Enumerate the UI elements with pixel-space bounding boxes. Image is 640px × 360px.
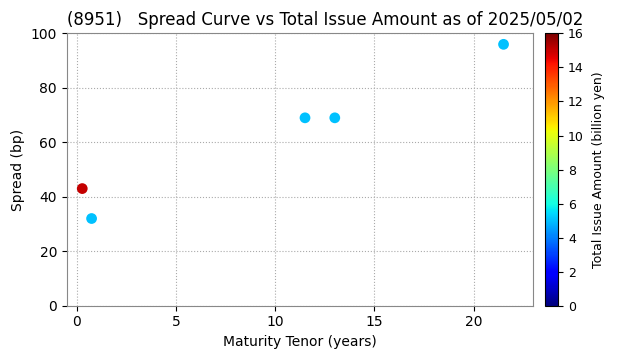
X-axis label: Maturity Tenor (years): Maturity Tenor (years) [223, 335, 377, 349]
Text: (8951)   Spread Curve vs Total Issue Amount as of 2025/05/02: (8951) Spread Curve vs Total Issue Amoun… [67, 11, 583, 29]
Point [77, 186, 88, 192]
Y-axis label: Spread (bp): Spread (bp) [11, 129, 25, 211]
Point [330, 115, 340, 121]
Point [86, 216, 97, 221]
Y-axis label: Total Issue Amount (billion yen): Total Issue Amount (billion yen) [592, 71, 605, 268]
Point [300, 115, 310, 121]
Point [499, 41, 509, 47]
